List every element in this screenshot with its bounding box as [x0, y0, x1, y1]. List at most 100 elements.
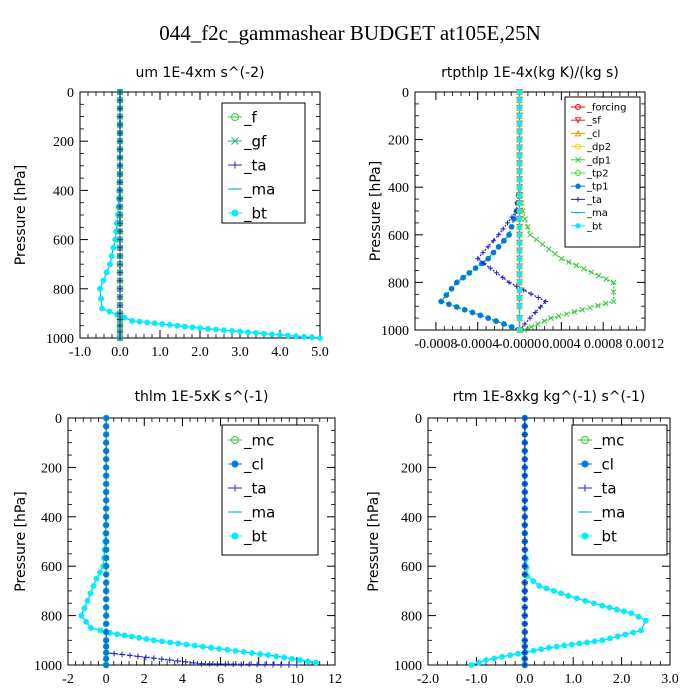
series-ta — [522, 415, 528, 668]
data-point — [265, 652, 272, 659]
y-tick-label: 0 — [415, 412, 422, 427]
chart-panel-3: thlm 1E-5xK s^(-1) Pressure [hPa] -2 0 2 4 6 8 1… — [13, 389, 342, 687]
data-point — [117, 245, 123, 251]
data-point — [558, 590, 565, 597]
data-point — [573, 595, 580, 602]
data-point — [90, 583, 97, 589]
legend-symbol-bt — [228, 532, 242, 540]
data-point — [117, 310, 123, 317]
legend-label: _bt — [586, 221, 602, 232]
legend-symbol-ta — [571, 196, 585, 202]
data-point — [595, 272, 602, 279]
legend-symbol-forcing — [571, 104, 585, 110]
legend-label: _tp2 — [586, 169, 609, 180]
legend-label: _forcing — [586, 103, 627, 114]
legend-label: _bt — [243, 204, 267, 223]
data-point — [117, 329, 123, 335]
data-point — [524, 224, 531, 230]
data-point — [117, 163, 123, 169]
data-point — [208, 644, 214, 651]
data-point — [480, 250, 486, 256]
data-point — [103, 505, 110, 512]
data-point — [443, 292, 450, 298]
plots-container: um 1E-4xm s^(-2) Pressure [hPa] -1.0 0.0 1.0… — [13, 65, 679, 687]
legend-label: _ma — [586, 208, 608, 219]
y-axis-label: Pressure [hPa] — [366, 491, 382, 591]
data-point — [117, 179, 123, 185]
legend-marker — [581, 460, 589, 468]
legend-symbol-tp2 — [571, 170, 585, 176]
y-tick-label: 600 — [388, 229, 409, 244]
data-point — [213, 326, 219, 333]
y-axis-label: Pressure [hPa] — [368, 161, 384, 261]
legend-symbol-bt — [228, 209, 242, 217]
data-point — [150, 637, 157, 644]
data-point — [591, 638, 598, 645]
data-point — [532, 310, 538, 316]
data-point — [254, 661, 260, 668]
data-point — [515, 650, 521, 657]
data-point — [538, 646, 545, 653]
data-point — [485, 244, 491, 250]
legend-marker — [575, 183, 581, 189]
data-point — [117, 187, 123, 194]
data-point — [516, 295, 523, 301]
data-point — [501, 238, 507, 244]
data-point — [151, 655, 157, 662]
legend: _mc _cl _ta _ma _bt — [221, 424, 319, 556]
data-point — [546, 644, 552, 651]
legend: _mc _cl _ta _ma _bt — [571, 424, 668, 556]
data-point — [499, 653, 506, 660]
data-point — [543, 585, 550, 592]
data-point — [516, 208, 523, 214]
panel-title: rtpthlp 1E-4x(kg K)/(kg s) — [441, 65, 619, 81]
data-point — [541, 318, 548, 324]
data-point — [248, 650, 255, 656]
legend-label: _ta — [593, 479, 617, 498]
data-point — [103, 269, 110, 276]
data-point — [494, 270, 500, 276]
data-point — [522, 604, 528, 611]
data-point — [103, 415, 110, 421]
legend-box — [221, 424, 319, 556]
data-point — [527, 315, 533, 321]
data-point — [103, 604, 110, 611]
data-point — [516, 184, 523, 190]
data-point — [317, 335, 323, 341]
chart-panel-4: rtm 1E-8xkg kg^(-1) s^(-1) Pressure [hPa]… — [366, 389, 679, 687]
legend-symbol-gf — [228, 137, 242, 145]
x-tick-label: 1.0 — [564, 672, 582, 687]
data-point — [129, 317, 135, 324]
data-point — [522, 643, 528, 650]
data-point — [117, 122, 123, 128]
legend-symbol-cl_blue — [228, 460, 242, 468]
chart-panel-2: rtpthlp 1E-4x(kg K)/(kg s) Pressure [hPa]… — [368, 65, 664, 352]
data-point — [481, 260, 487, 266]
x-tick-label: 10 — [290, 672, 304, 687]
x-tick-label: 2.0 — [191, 345, 209, 360]
x-tick-label: -0.0004 — [456, 337, 499, 352]
data-point — [103, 489, 110, 496]
data-point — [522, 464, 528, 471]
data-point — [516, 113, 523, 119]
data-point — [548, 315, 554, 321]
legend-label: _ma — [243, 180, 275, 199]
data-point — [111, 650, 117, 657]
data-point — [516, 279, 523, 286]
data-point — [117, 335, 123, 341]
data-point — [513, 283, 519, 289]
data-point — [106, 308, 113, 315]
data-point — [103, 513, 110, 520]
data-point — [522, 571, 528, 578]
data-point — [117, 138, 123, 144]
data-point — [552, 250, 558, 257]
data-point — [197, 325, 203, 332]
data-point — [237, 328, 243, 335]
data-point — [117, 261, 123, 267]
data-point — [253, 330, 259, 336]
data-point — [516, 105, 523, 111]
data-point — [103, 655, 110, 662]
legend-symbol-ta — [228, 161, 242, 169]
legend-box — [571, 424, 668, 556]
legend-symbol-mc — [578, 436, 592, 444]
